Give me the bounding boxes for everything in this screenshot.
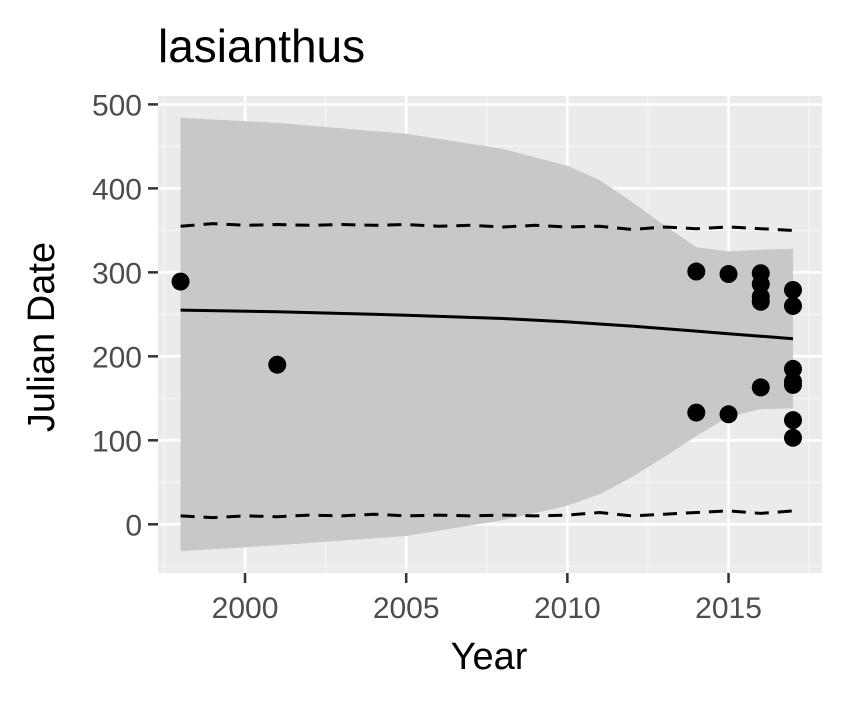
data-point [268,355,287,374]
y-axis-title: Julian Date [21,242,63,432]
data-point [751,292,770,311]
y-tick-label: 500 [92,89,142,122]
x-tick-label: 2015 [695,592,762,625]
x-tick-label: 2005 [373,592,440,625]
data-point [687,403,706,422]
line-layer [180,222,794,520]
x-tick-label: 2000 [212,592,279,625]
data-point [783,280,802,299]
confidence-band [180,117,794,552]
data-point [783,296,802,315]
confidence-band-layer [180,117,794,552]
prediction-lower-line [180,509,794,520]
chart-title: lasianthus [158,20,365,72]
axes: 0 100 200 300 400 500 2000 2005 2010 2015 [92,89,762,625]
y-tick-label: 300 [92,257,142,290]
y-tick-label: 0 [125,509,142,542]
y-tick-label: 200 [92,341,142,374]
data-point [751,378,770,397]
prediction-upper-line [180,222,794,232]
fit-line [180,308,794,341]
x-tick-label: 2010 [534,592,601,625]
data-point [783,375,802,394]
y-tick-label: 400 [92,173,142,206]
data-point [783,428,802,447]
data-point [751,275,770,294]
data-point [171,272,190,291]
data-point [719,265,738,284]
data-point [719,405,738,424]
data-point [687,262,706,281]
data-point [783,359,802,378]
y-tick-label: 100 [92,425,142,458]
data-point [783,411,802,430]
point-layer [171,262,802,447]
x-axis-title: Year [451,636,528,678]
